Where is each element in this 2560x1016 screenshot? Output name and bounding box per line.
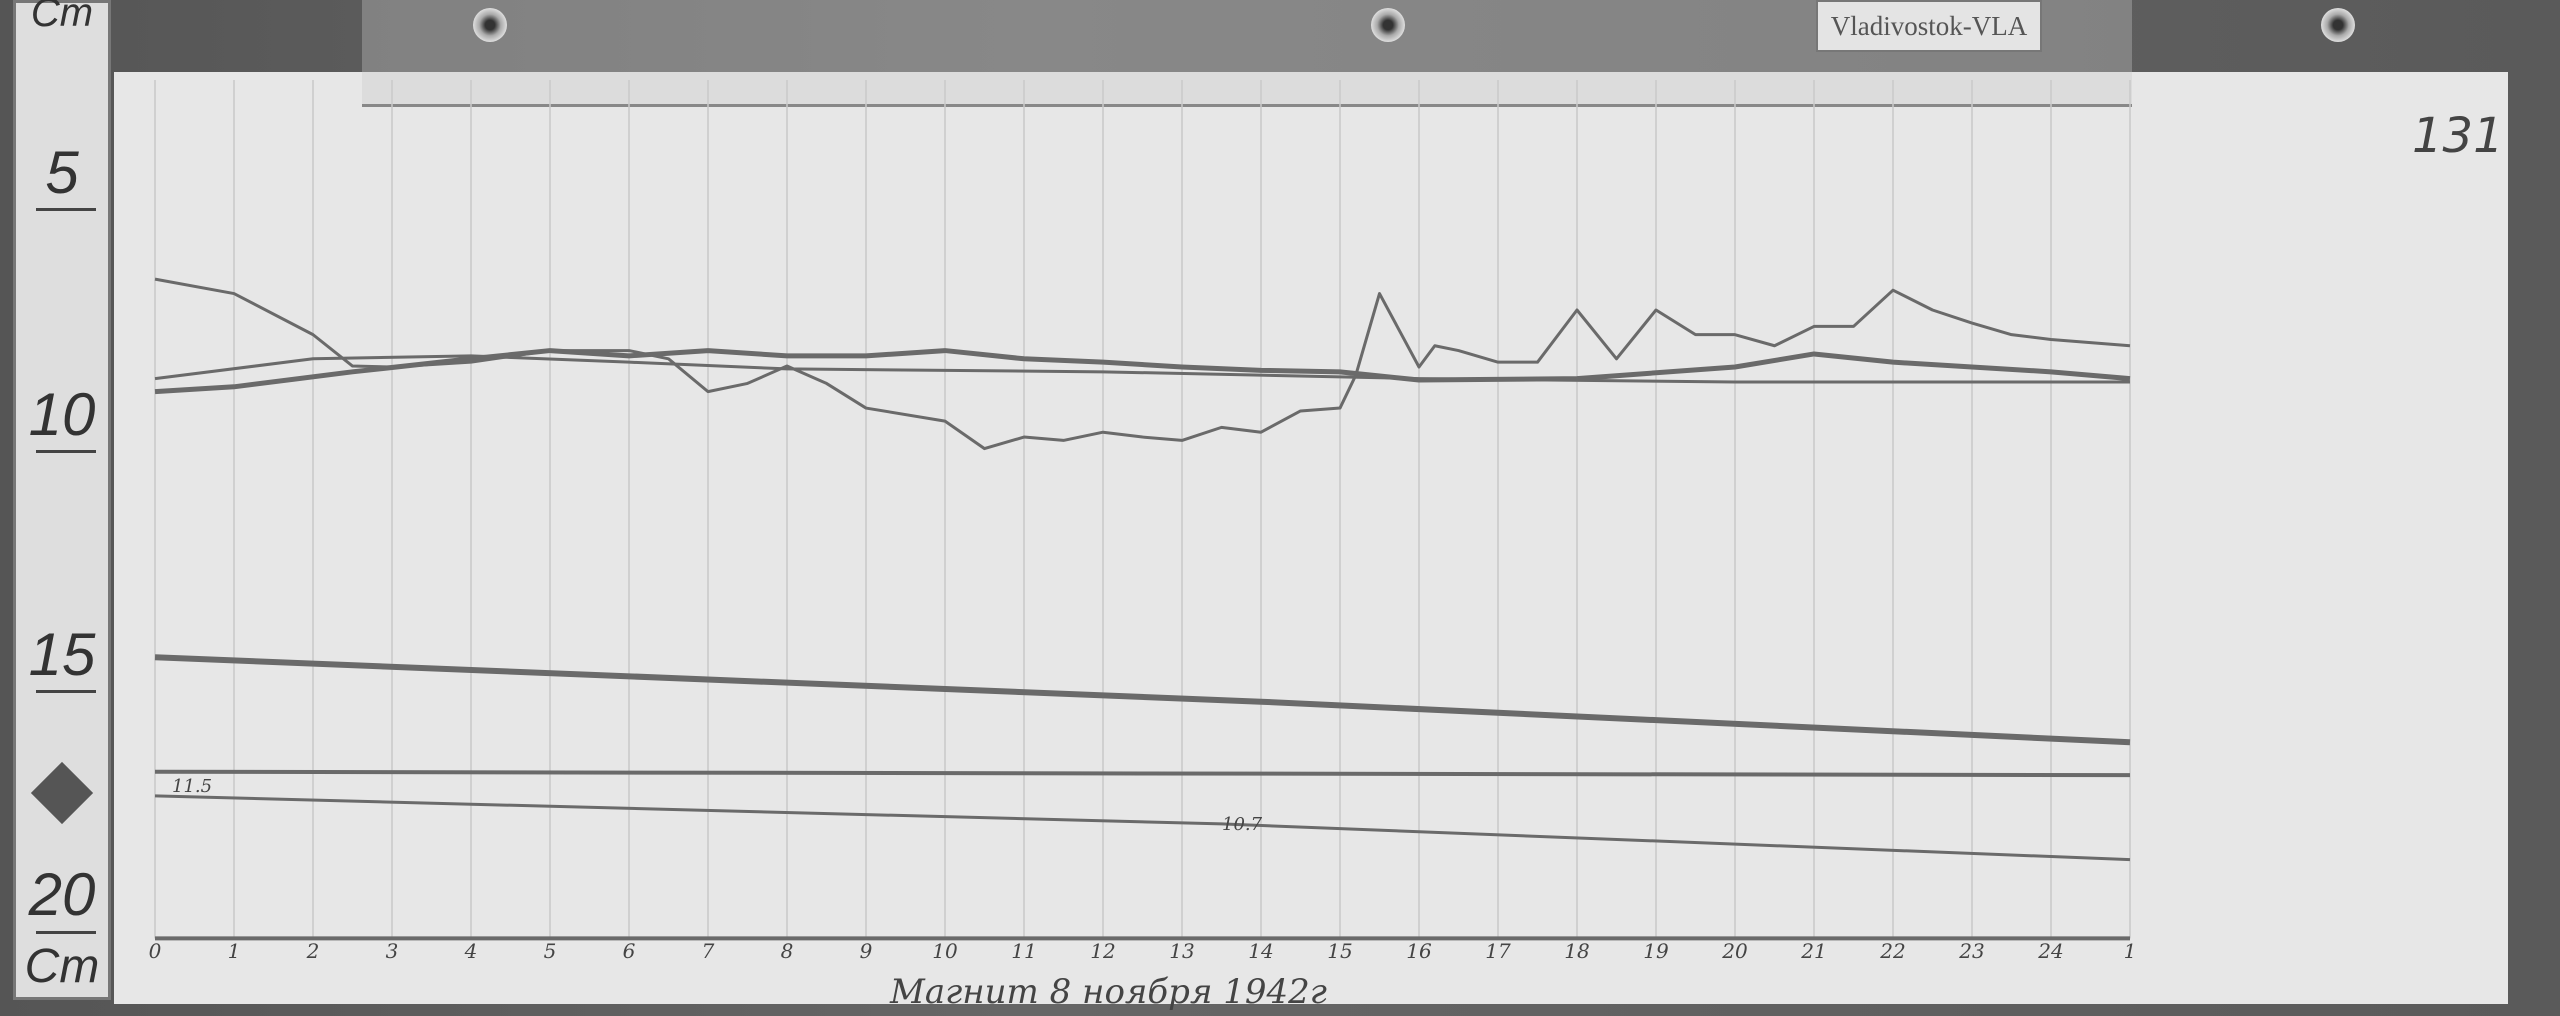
hour-tick-label: 24 [2037, 939, 2063, 963]
hour-tick-label: 15 [1327, 939, 1352, 963]
ruler-mark-5: 5 [45, 139, 79, 206]
trace-3 [154, 654, 2131, 746]
station-label: Vladivostok-VLA [1816, 0, 2042, 52]
hour-tick-label: 1 [228, 939, 241, 963]
hour-tick-label: 0 [149, 939, 162, 963]
ruler-mark-15: 15 [28, 621, 96, 688]
hour-tick-label: 18 [1564, 939, 1589, 963]
hour-tick-label: 4 [464, 939, 478, 963]
ruler-tick [36, 450, 96, 453]
ruler-unit-bottom: Cm [24, 940, 100, 993]
hour-tick-label: 5 [544, 939, 557, 963]
hour-tick-label: 2 [306, 939, 320, 963]
ruler-unit-top: Cm [30, 0, 94, 35]
annotation-10-7: 10.7 [1222, 814, 1263, 835]
ruler-tick [36, 208, 96, 211]
hour-tick-label: 22 [1879, 939, 1905, 963]
screw-icon [1371, 8, 1405, 42]
cm-ruler: Cm 5 10 15 20 Cm [13, 0, 111, 1000]
hour-tick-label: 3 [386, 939, 399, 963]
ruler-tick [36, 690, 96, 693]
trace-4 [154, 769, 2131, 778]
hour-tick-label: 13 [1169, 939, 1194, 963]
magnetogram-paper [114, 72, 2508, 1004]
hour-tick-label: 7 [702, 939, 715, 963]
hour-tick-label: 6 [623, 939, 636, 963]
hour-tick-label: 23 [1958, 939, 1984, 963]
trace-5 [154, 794, 2131, 862]
hour-tick-label: 1 [2124, 939, 2137, 963]
annotation-11-5: 11.5 [172, 776, 212, 797]
hour-tick-label: 10 [932, 939, 958, 963]
hour-tick-label: 17 [1485, 939, 1511, 963]
hour-tick-label: 8 [781, 939, 794, 963]
handwritten-caption: Магнит 8 ноября 1942г [890, 972, 1327, 1012]
sheet-number: 131 [2412, 108, 2504, 164]
hour-tick-label: 14 [1248, 939, 1273, 963]
hour-tick-label: 11 [1011, 939, 1036, 963]
hour-tick-label: 21 [1800, 939, 1826, 963]
trace-1 [154, 348, 2131, 395]
hour-tick-label: 12 [1090, 939, 1115, 963]
hour-tick-label: 19 [1643, 939, 1669, 963]
ruler-tick [36, 931, 96, 934]
hour-tick-label: 20 [1721, 939, 1748, 963]
trace-2 [154, 354, 2130, 384]
screw-icon [2321, 8, 2355, 42]
ruler-mark-20: 20 [28, 861, 96, 928]
hour-tick-label: 16 [1406, 939, 1432, 963]
ruler-mark-10: 10 [28, 381, 96, 448]
screw-icon [473, 8, 507, 42]
hour-tick-label: 9 [860, 939, 873, 963]
